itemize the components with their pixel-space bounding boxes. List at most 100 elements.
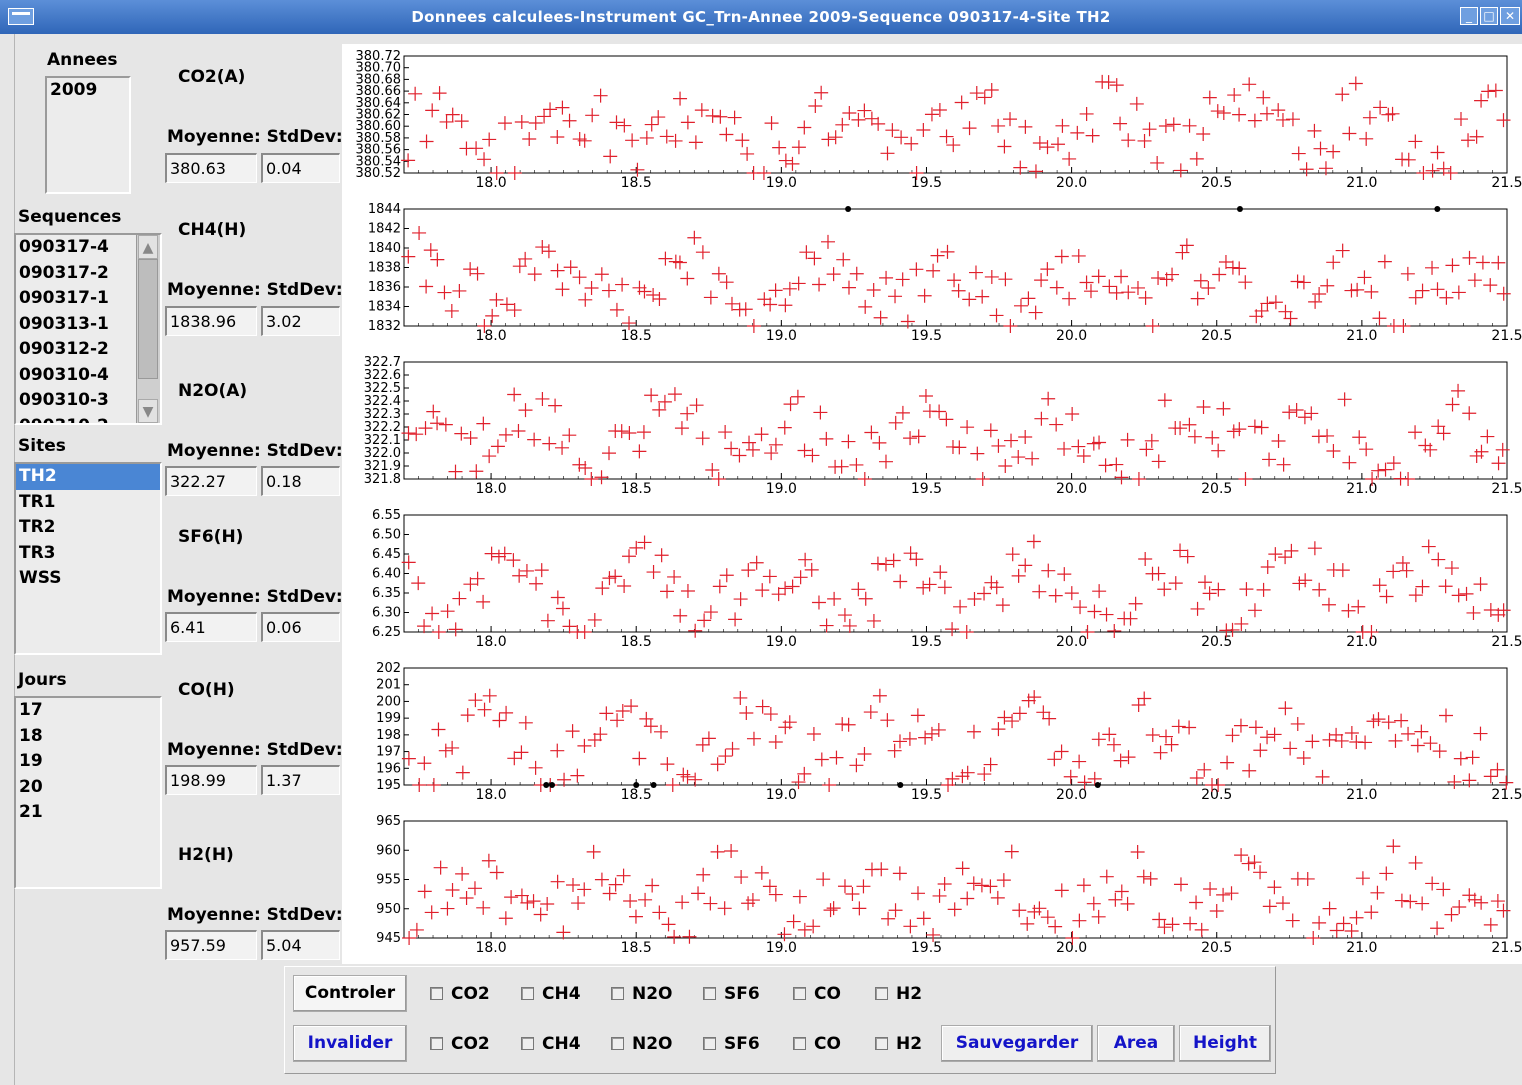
data-point[interactable] bbox=[719, 275, 734, 290]
data-point[interactable] bbox=[540, 896, 555, 911]
data-point[interactable] bbox=[1336, 916, 1351, 931]
site-item[interactable]: TR2 bbox=[19, 517, 56, 537]
data-point[interactable] bbox=[998, 272, 1013, 287]
data-point[interactable] bbox=[894, 130, 909, 145]
data-point[interactable] bbox=[756, 166, 771, 180]
data-point[interactable] bbox=[1307, 123, 1322, 138]
data-point[interactable] bbox=[955, 769, 970, 784]
data-point[interactable] bbox=[1481, 84, 1496, 99]
data-point[interactable] bbox=[778, 298, 793, 313]
data-point[interactable] bbox=[888, 289, 903, 304]
data-point[interactable] bbox=[1461, 133, 1476, 148]
data-point[interactable] bbox=[562, 619, 577, 634]
data-point[interactable] bbox=[1385, 106, 1400, 121]
data-point[interactable] bbox=[1268, 547, 1283, 562]
controler-check-h2[interactable]: H2 bbox=[875, 984, 922, 1004]
data-point[interactable] bbox=[426, 778, 441, 792]
data-point[interactable] bbox=[540, 613, 555, 628]
window-menu-icon[interactable] bbox=[8, 8, 34, 25]
data-point[interactable] bbox=[1041, 391, 1056, 406]
data-point[interactable] bbox=[849, 457, 864, 472]
data-point[interactable] bbox=[1344, 283, 1359, 298]
data-point[interactable] bbox=[823, 903, 838, 918]
sites-list[interactable]: TH2 TR1 TR2 TR3 WSS bbox=[14, 462, 162, 655]
data-point[interactable] bbox=[518, 403, 533, 418]
data-point[interactable] bbox=[431, 625, 446, 639]
checkbox-icon[interactable] bbox=[521, 987, 534, 1000]
data-point[interactable] bbox=[408, 86, 423, 101]
data-point[interactable] bbox=[807, 251, 822, 266]
data-point[interactable] bbox=[602, 571, 617, 586]
data-point[interactable] bbox=[1108, 892, 1123, 907]
data-point[interactable] bbox=[680, 769, 695, 784]
data-point[interactable] bbox=[939, 129, 954, 144]
data-point[interactable] bbox=[1496, 903, 1511, 918]
data-point[interactable] bbox=[599, 706, 614, 721]
data-point[interactable] bbox=[746, 319, 761, 333]
data-point[interactable] bbox=[1168, 576, 1183, 591]
data-point[interactable] bbox=[947, 273, 962, 288]
data-point[interactable] bbox=[660, 757, 675, 772]
data-point[interactable] bbox=[550, 590, 565, 605]
data-point[interactable] bbox=[857, 472, 872, 486]
data-point[interactable] bbox=[1021, 291, 1036, 306]
controler-check-ch4[interactable]: CH4 bbox=[521, 984, 581, 1004]
data-point[interactable] bbox=[878, 454, 893, 469]
data-point[interactable] bbox=[1182, 720, 1197, 735]
data-point[interactable] bbox=[1401, 726, 1416, 741]
data-point[interactable] bbox=[1421, 539, 1436, 554]
data-point[interactable] bbox=[1027, 690, 1042, 705]
data-point[interactable] bbox=[1308, 294, 1323, 309]
site-item[interactable]: TR1 bbox=[19, 491, 56, 512]
data-point[interactable] bbox=[857, 746, 872, 761]
data-point[interactable] bbox=[932, 404, 947, 419]
data-point[interactable] bbox=[880, 146, 895, 161]
data-point[interactable] bbox=[1496, 603, 1511, 618]
data-point[interactable] bbox=[1431, 419, 1446, 434]
data-point[interactable] bbox=[1495, 442, 1510, 457]
sauvegarder-button[interactable]: Sauvegarder bbox=[941, 1025, 1093, 1062]
data-point[interactable] bbox=[909, 166, 924, 180]
site-item-selected[interactable]: TH2 bbox=[16, 464, 160, 490]
data-point[interactable] bbox=[1150, 155, 1165, 170]
data-point[interactable] bbox=[498, 911, 513, 926]
data-point[interactable] bbox=[1453, 751, 1468, 766]
maximize-icon[interactable]: □ bbox=[1480, 7, 1498, 25]
data-point[interactable] bbox=[1211, 778, 1226, 792]
data-point[interactable] bbox=[477, 702, 492, 717]
data-point[interactable] bbox=[1475, 255, 1490, 270]
data-point[interactable] bbox=[1490, 894, 1505, 909]
data-point[interactable] bbox=[1196, 400, 1211, 415]
data-point[interactable] bbox=[895, 405, 910, 420]
data-point[interactable] bbox=[1005, 714, 1020, 729]
data-point[interactable] bbox=[937, 877, 952, 892]
data-point[interactable] bbox=[1212, 267, 1227, 282]
data-point[interactable] bbox=[506, 553, 521, 568]
data-point[interactable] bbox=[1490, 762, 1505, 777]
data-point[interactable] bbox=[646, 287, 661, 302]
data-point[interactable] bbox=[1130, 280, 1145, 295]
data-point[interactable] bbox=[1157, 920, 1172, 935]
data-point[interactable] bbox=[695, 431, 710, 446]
data-point[interactable] bbox=[1128, 596, 1143, 611]
data-point[interactable] bbox=[1142, 122, 1157, 137]
data-point[interactable] bbox=[1267, 727, 1282, 742]
data-point[interactable] bbox=[448, 464, 463, 479]
data-point[interactable] bbox=[511, 423, 526, 438]
data-point[interactable] bbox=[1087, 604, 1102, 619]
data-point[interactable] bbox=[445, 883, 460, 898]
data-point[interactable] bbox=[1054, 883, 1069, 898]
data-point[interactable] bbox=[1003, 319, 1018, 333]
data-point[interactable] bbox=[1065, 931, 1080, 945]
data-point[interactable] bbox=[1483, 769, 1498, 784]
data-point[interactable] bbox=[724, 296, 739, 311]
data-point[interactable] bbox=[578, 461, 593, 476]
data-point[interactable] bbox=[739, 706, 754, 721]
data-point[interactable] bbox=[768, 734, 783, 749]
data-point[interactable] bbox=[1364, 625, 1379, 639]
data-point[interactable] bbox=[841, 434, 856, 449]
data-point[interactable] bbox=[966, 724, 981, 739]
data-point[interactable] bbox=[1201, 281, 1216, 296]
data-point[interactable] bbox=[1171, 719, 1186, 734]
data-point[interactable] bbox=[1436, 882, 1451, 897]
